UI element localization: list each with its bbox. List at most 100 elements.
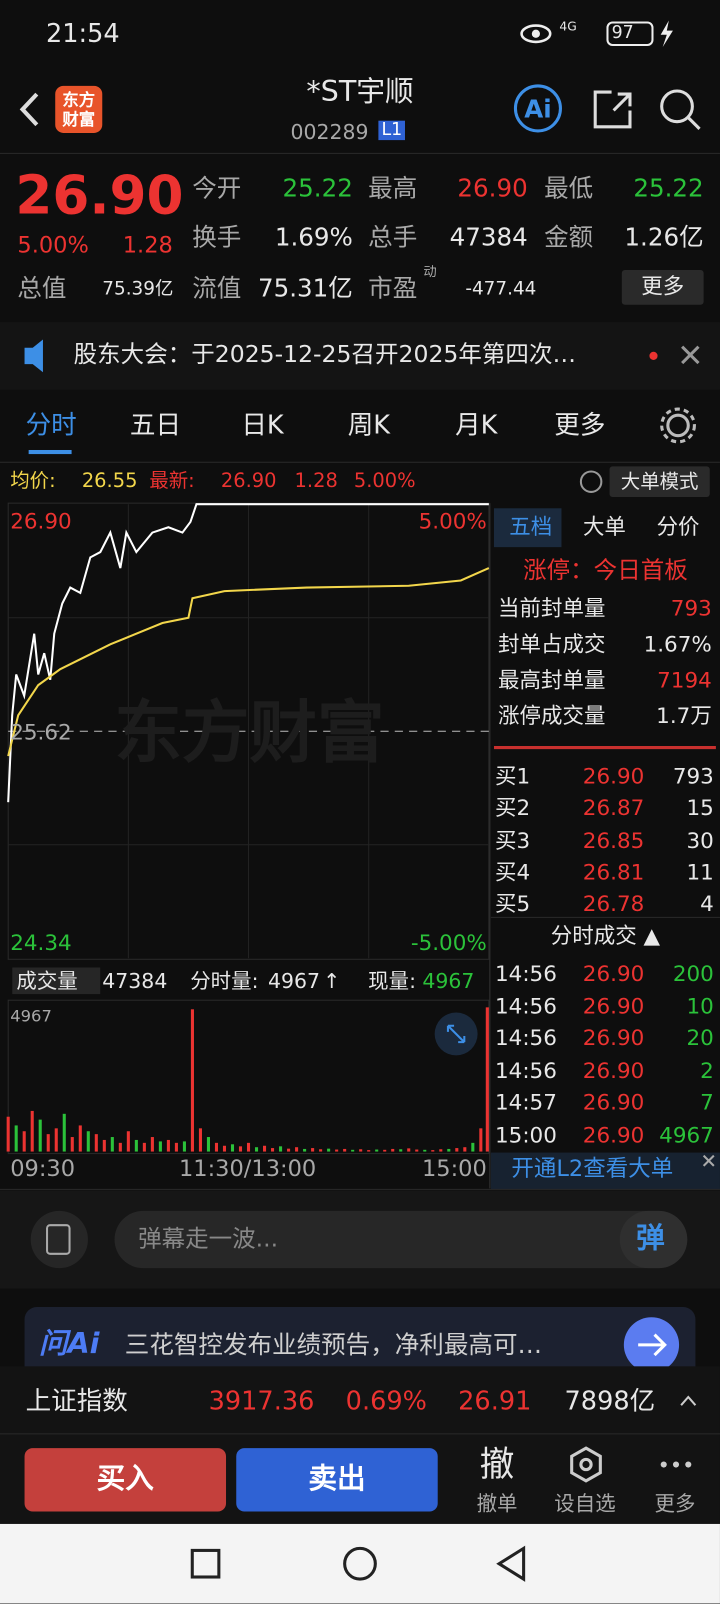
close-icon[interactable] [702,1154,715,1167]
danmu-button[interactable] [619,1210,688,1269]
tab[interactable]: 周K [347,410,391,440]
ai-icon[interactable] [513,84,562,133]
tab[interactable]: 月K [455,410,498,440]
nav-home[interactable] [343,1546,377,1581]
stock-title: *ST宇顺 [306,74,414,109]
ai-banner[interactable] [24,1307,696,1381]
nav-back[interactable] [496,1545,526,1582]
comment-icon [46,1224,71,1255]
tab[interactable]: 更多 [554,410,606,440]
ai-text[interactable]: 三花智控发布业绩预告，净利最高可… [124,1330,543,1360]
comment-input[interactable] [114,1210,688,1269]
danmu-label[interactable]: 弹 [636,1221,665,1255]
more-label[interactable]: 更多 [654,1491,696,1516]
stat-value: 1.69% [274,222,353,252]
tab[interactable]: 日K [241,410,284,440]
volume-bar [399,1149,403,1152]
watch-icon[interactable] [570,1446,602,1483]
more-icon [685,1461,692,1468]
volume-bar [158,1141,162,1152]
mode-button[interactable] [609,466,710,498]
tab[interactable]: 分时 [25,410,77,440]
seal-value: 7194 [657,667,712,693]
pe-tag: 动 [423,264,437,281]
index-name[interactable]: 上证指数 [25,1385,128,1416]
sell-label[interactable]: 卖出 [308,1461,366,1496]
bar-label: 分时量: [190,968,259,994]
nav-square[interactable] [190,1548,221,1579]
help-icon[interactable] [579,470,603,493]
volume-bar [78,1125,82,1152]
index-pct: 0.69% [345,1385,427,1416]
volume-label[interactable]: 成交量 [12,967,101,995]
volume-bar [351,1149,355,1152]
volume-bar [110,1137,114,1152]
stat-value: 75.39亿 [102,278,174,300]
stat-value: 25.22 [633,173,704,203]
more-label[interactable]: 更多 [641,274,685,299]
stat-label: 今开 [192,173,242,203]
volume-bar [295,1147,299,1152]
charge-icon [660,20,673,48]
settings-icon[interactable] [666,413,690,438]
notice[interactable]: 股东大会：于2025-12-25召开2025年第四次… [73,341,576,369]
tab[interactable]: 五日 [129,410,182,440]
cancel-icon[interactable]: 撤 [479,1444,515,1485]
buy-label[interactable]: 买入 [96,1461,154,1496]
logo: 东方财富 [62,89,96,129]
now-value: 4967 [422,968,475,994]
l2-link[interactable]: 开通L2查看大单 [511,1156,674,1183]
stat-label: 换手 [192,222,242,252]
volume-bar [150,1137,154,1152]
back-icon[interactable] [19,92,39,127]
volume-bar [230,1144,235,1152]
panel-tab[interactable]: 大单 [582,514,626,539]
expand-chevron[interactable] [680,1395,697,1406]
change: 1.28 [122,233,173,259]
more-icon[interactable] [660,1461,667,1468]
watermark: 东方财富 [114,693,385,773]
search-icon [687,116,701,130]
avg-line [7,567,490,757]
battery-level: 97 [611,22,634,43]
volume-bar [463,1147,467,1152]
volume-bar [222,1145,227,1152]
comment-icon[interactable] [30,1210,88,1269]
close-icon[interactable] [681,345,700,365]
speaker-icon [24,339,43,373]
panel-tab[interactable]: 五档 [509,514,553,539]
volume-bar [311,1148,315,1152]
volume-bar [479,1128,483,1152]
mode-label[interactable]: 大单模式 [620,470,699,493]
search-icon[interactable] [660,89,694,124]
watch-label[interactable]: 设自选 [554,1491,616,1516]
trade-price: 26.90 [582,1025,645,1051]
panel-tab-active [493,508,562,548]
stat-value: 26.90 [457,173,528,203]
volume-bar [174,1142,178,1152]
trade-price: 26.90 [582,1058,645,1083]
volume-bar [6,1116,10,1152]
trade-time: 14:56 [494,1058,557,1083]
watch-icon [579,1457,593,1472]
more-button[interactable] [621,269,704,305]
comment-placeholder[interactable]: 弹幕走一波... [138,1226,279,1253]
l2-bg[interactable] [490,1152,720,1190]
panel-tab[interactable]: 分价 [656,514,700,539]
buy-button[interactable] [24,1448,227,1512]
tab-underline [28,449,72,455]
stat-value: -477.44 [465,278,537,300]
expand-icon [446,1024,466,1044]
volume-bar [22,1131,26,1152]
cancel-label[interactable]: 撤单 [476,1491,518,1516]
bid-label: 买3 [494,827,531,853]
share-icon[interactable] [593,90,632,129]
trades-title[interactable]: 分时成交 ▲ [550,923,661,949]
time-label: 11:30/13:00 [178,1156,317,1183]
price-line [7,503,489,803]
eye-icon [531,29,540,38]
sell-button[interactable] [236,1448,438,1512]
